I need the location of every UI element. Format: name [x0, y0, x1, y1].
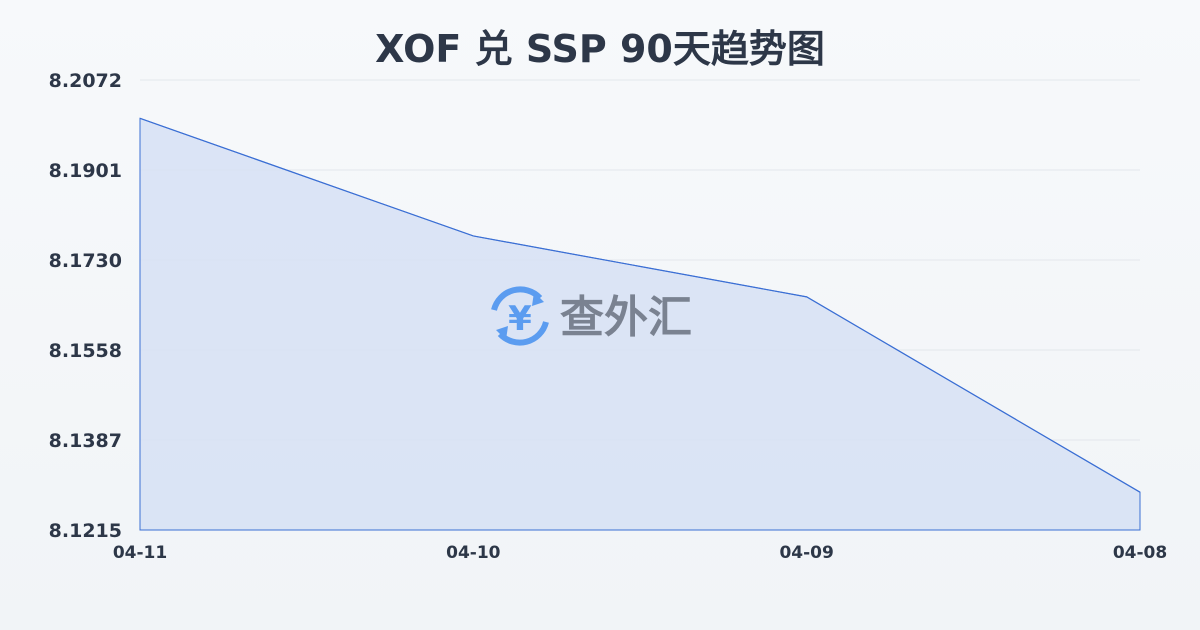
y-tick-label: 8.1387	[49, 430, 122, 452]
y-tick-label: 8.1901	[49, 160, 122, 182]
y-tick-label: 8.1215	[49, 520, 122, 542]
y-tick-label: 8.1558	[49, 340, 122, 362]
x-tick-label: 04-11	[113, 543, 167, 563]
watermark-text: 查外汇	[560, 292, 692, 343]
yen-exchange-icon: ¥	[491, 286, 549, 346]
y-tick-label: 8.2072	[49, 70, 122, 92]
x-tick-label: 04-08	[1113, 543, 1167, 563]
x-tick-label: 04-09	[779, 543, 833, 563]
x-tick-label: 04-10	[446, 543, 501, 563]
series-line	[139, 117, 1141, 493]
data-point	[1139, 491, 1141, 493]
data-point	[472, 235, 474, 237]
svg-text:¥: ¥	[508, 299, 532, 339]
data-point	[139, 117, 141, 119]
data-point	[806, 296, 808, 298]
y-tick-label: 8.1730	[49, 250, 122, 272]
chart-title: XOF 兑 SSP 90天趋势图	[375, 27, 825, 71]
watermark: ¥ 查外汇	[491, 286, 692, 346]
